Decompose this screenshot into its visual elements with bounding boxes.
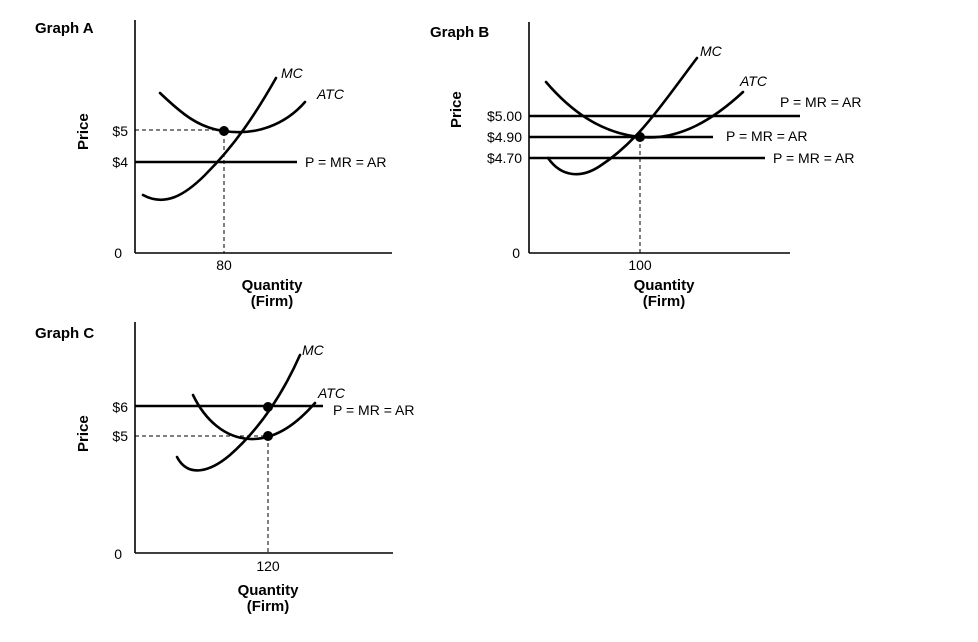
graph-a-x-axis-label: Quantity — [242, 277, 303, 294]
graph-b-x-axis-label: Quantity — [634, 277, 695, 294]
graph-b: Graph B Price 0 100 $5.00 $4.90 $4.70 Qu… — [430, 22, 861, 310]
graph-b-y-tick-500: $5.00 — [487, 108, 522, 124]
graph-c-mc-label: MC — [302, 342, 325, 358]
graph-c-x-axis-sublabel: (Firm) — [247, 598, 290, 615]
graph-a-y-axis-label: Price — [75, 113, 92, 150]
graph-b-x-axis-sublabel: (Firm) — [643, 293, 686, 310]
graph-c-atc-point — [263, 431, 273, 441]
graph-a-x-axis-sublabel: (Firm) — [251, 293, 294, 310]
graph-b-y-tick-490: $4.90 — [487, 129, 522, 145]
graph-b-atc-curve — [544, 80, 745, 139]
graph-b-y-tick-470: $4.70 — [487, 150, 522, 166]
graph-c-guide-lines — [135, 435, 269, 553]
graph-b-mc-curve — [546, 56, 699, 176]
graph-b-title: Graph B — [430, 24, 489, 41]
graph-a-price-line-label: P = MR = AR — [305, 154, 386, 170]
graph-b-y-axis-label: Price — [448, 91, 465, 128]
graph-b-mc-label: MC — [700, 43, 723, 59]
graph-b-price-line-label-470: P = MR = AR — [773, 150, 854, 166]
graph-c-atc-label: ATC — [317, 385, 346, 401]
graph-c-y-axis-label: Price — [75, 415, 92, 452]
graph-c: Graph C Price 0 120 $6 $5 Quantity (Firm… — [35, 322, 414, 615]
graph-a-y-tick-5: $5 — [112, 123, 128, 139]
graph-c-origin-label: 0 — [114, 546, 122, 562]
graph-b-atc-label: ATC — [739, 73, 768, 89]
graph-a-x-tick: 80 — [216, 257, 232, 273]
graph-b-intersection-point — [635, 132, 645, 142]
graph-c-mc-curve — [175, 353, 302, 472]
graph-c-atc-curve — [191, 393, 317, 441]
graph-b-price-line-label-490: P = MR = AR — [726, 128, 807, 144]
graph-a-title: Graph A — [35, 20, 94, 37]
graph-a-atc-label: ATC — [316, 86, 345, 102]
graph-a-mc-curve — [141, 76, 278, 201]
graph-c-x-axis-label: Quantity — [238, 582, 299, 599]
graph-a: Graph A Price 0 80 $5 $4 Quantity (Firm)… — [35, 20, 392, 310]
graph-c-price-line-label: P = MR = AR — [333, 402, 414, 418]
graph-a-y-tick-4: $4 — [112, 154, 128, 170]
graph-a-intersection-point — [219, 126, 229, 136]
graph-a-guide-lines — [135, 129, 225, 253]
graph-b-price-line-label-500: P = MR = AR — [780, 94, 861, 110]
graph-a-origin-label: 0 — [114, 245, 122, 261]
graph-c-title: Graph C — [35, 325, 94, 342]
graph-c-x-tick: 120 — [256, 558, 280, 574]
graph-c-y-tick-6: $6 — [112, 399, 128, 415]
graph-c-price-mc-point — [263, 402, 273, 412]
graph-b-x-tick: 100 — [628, 257, 652, 273]
graph-c-y-tick-5: $5 — [112, 428, 128, 444]
graph-a-mc-label: MC — [281, 65, 304, 81]
graph-a-atc-curve — [158, 91, 307, 134]
graph-b-origin-label: 0 — [512, 245, 520, 261]
